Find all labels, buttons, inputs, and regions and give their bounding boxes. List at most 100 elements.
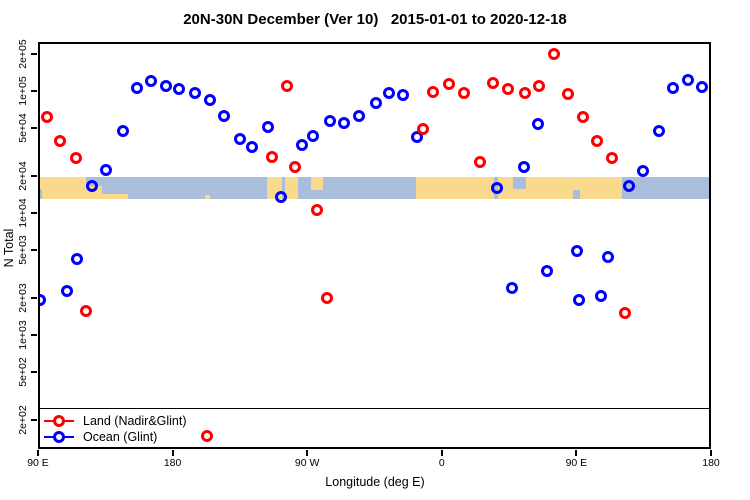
data-point-land — [53, 134, 66, 147]
data-point-land — [501, 82, 514, 95]
y-axis-title: N Total — [2, 228, 16, 268]
map-band-land-segment — [415, 177, 494, 200]
data-point-ocean — [160, 79, 173, 92]
legend-swatch-ocean — [44, 431, 74, 443]
data-point-ocean — [173, 82, 186, 95]
data-point-land — [288, 160, 301, 173]
y-tick-label: 1e+03 — [17, 320, 29, 350]
y-tick-label: 2e+03 — [17, 283, 29, 313]
y-tick — [31, 333, 37, 336]
data-point-ocean — [396, 88, 409, 101]
y-tick-label: 2e+04 — [17, 161, 29, 191]
data-point-ocean — [490, 182, 503, 195]
legend-circle-sample — [53, 415, 65, 427]
x-tick — [37, 450, 39, 456]
map-band-land-segment — [525, 177, 622, 200]
y-tick — [31, 419, 37, 422]
data-point-ocean — [116, 124, 129, 137]
data-point-land — [619, 307, 631, 320]
data-point-ocean — [61, 284, 73, 297]
data-point-ocean — [189, 86, 202, 99]
legend: Land (Nadir&Glint) Ocean (Glint) — [44, 413, 187, 445]
data-point-ocean — [681, 73, 694, 86]
y-tick-label: 1e+04 — [17, 198, 29, 228]
y-tick — [31, 126, 37, 129]
data-point-ocean — [652, 124, 665, 137]
y-tick — [31, 175, 37, 178]
data-point-ocean — [602, 251, 615, 264]
data-point-ocean — [203, 94, 216, 106]
data-point-ocean — [410, 130, 423, 143]
x-tick-label: 180 — [163, 457, 182, 469]
data-point-ocean — [274, 191, 287, 204]
data-point-land — [80, 305, 92, 317]
data-point-land — [605, 152, 618, 164]
data-point-ocean — [71, 252, 84, 265]
data-point-ocean — [234, 132, 247, 145]
data-point-ocean — [517, 160, 530, 173]
data-point-land — [200, 429, 213, 442]
threshold-line — [40, 408, 709, 410]
data-point-land — [562, 87, 575, 100]
y-tick-label: 1e+05 — [17, 76, 29, 106]
data-point-ocean — [246, 140, 258, 153]
data-point-ocean — [40, 293, 47, 306]
data-point-ocean — [131, 81, 143, 94]
x-tick — [575, 450, 578, 456]
legend-item-label: Ocean (Glint) — [83, 430, 158, 444]
data-point-land — [576, 111, 589, 124]
map-band-ocean-notch — [573, 190, 581, 200]
x-tick-label: 90 W — [294, 457, 320, 469]
data-point-ocean — [323, 115, 336, 127]
x-axis-title: Longitude (deg E) — [325, 475, 425, 489]
data-point-land — [533, 79, 545, 92]
x-tick-label: 180 — [702, 457, 720, 469]
data-point-land — [457, 86, 470, 99]
data-point-ocean — [307, 129, 320, 142]
map-band-land-segment — [102, 193, 128, 200]
data-point-ocean — [505, 281, 518, 294]
x-tick — [306, 450, 309, 456]
x-tick — [440, 450, 443, 456]
data-point-ocean — [572, 293, 585, 306]
map-band-land-segment — [40, 177, 86, 200]
data-point-ocean — [337, 116, 350, 129]
legend-item-land: Land (Nadir&Glint) — [44, 413, 187, 429]
data-point-ocean — [369, 96, 382, 109]
y-tick-label: 5e+04 — [17, 112, 29, 143]
map-band-land-segment — [285, 177, 298, 200]
data-point-ocean — [667, 81, 679, 94]
y-tick — [31, 211, 37, 214]
y-tick — [31, 53, 37, 56]
data-point-land — [591, 134, 604, 147]
data-point-land — [281, 79, 293, 92]
data-point-land — [40, 111, 53, 124]
data-point-land — [518, 86, 531, 99]
x-tick — [171, 450, 174, 456]
data-point-ocean — [383, 86, 395, 99]
data-point-land — [310, 203, 323, 216]
data-point-ocean — [594, 289, 607, 302]
data-point-land — [426, 86, 439, 99]
data-point-ocean — [570, 245, 583, 258]
y-tick-label: 2e+02 — [17, 405, 29, 435]
plot-area — [38, 42, 711, 449]
data-point-land — [416, 122, 429, 135]
y-tick — [31, 370, 37, 373]
data-point-land — [473, 155, 486, 168]
map-band-land-segment — [512, 189, 526, 200]
map-band-land-segment — [205, 194, 210, 199]
data-point-ocean — [262, 120, 275, 133]
data-point-ocean — [636, 164, 649, 177]
data-point-ocean — [352, 109, 365, 122]
map-band-ocean-notch — [40, 189, 42, 200]
legend-item-label: Land (Nadir&Glint) — [83, 414, 187, 428]
legend-circle-sample — [53, 431, 65, 443]
data-point-land — [442, 78, 455, 91]
data-point-ocean — [100, 163, 113, 176]
data-point-ocean — [85, 180, 98, 193]
y-tick-label: 2e+05 — [17, 39, 29, 69]
data-point-land — [547, 47, 560, 60]
data-point-land — [320, 291, 333, 304]
